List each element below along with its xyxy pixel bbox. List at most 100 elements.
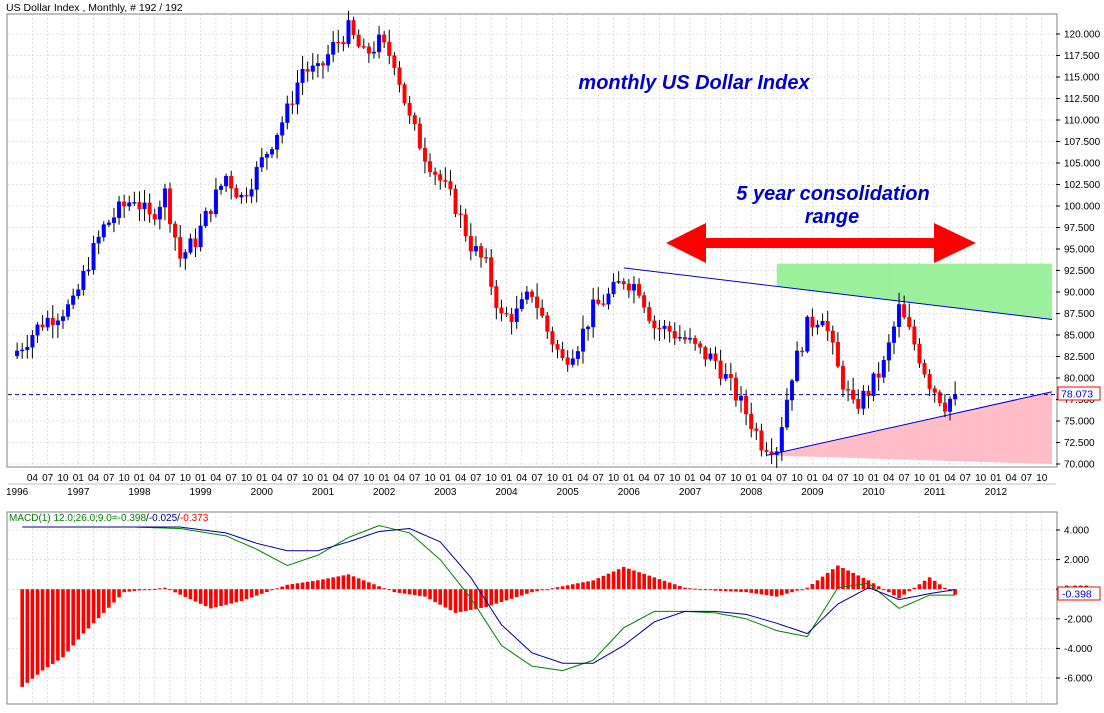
price-y-tick: 117.500 <box>1064 51 1100 62</box>
macd-histogram-bar <box>219 589 223 606</box>
macd-label-sep2: / <box>177 513 180 524</box>
x-year-tick: 2005 <box>557 487 580 498</box>
macd-histogram-bar <box>142 589 147 591</box>
macd-histogram-bar <box>560 586 565 590</box>
macd-histogram-bar <box>71 589 75 646</box>
macd-histogram-bar <box>774 589 779 597</box>
macd-histogram-bar <box>249 589 254 598</box>
x-month-tick: 01 <box>562 473 574 484</box>
candle <box>591 287 596 338</box>
macd-histogram-bar <box>887 589 891 593</box>
macd-histogram-bar <box>341 575 346 590</box>
resistance-zone <box>776 263 1052 320</box>
price-y-tick: 92.500 <box>1064 266 1095 277</box>
macd-histogram-bar <box>565 585 570 590</box>
candle <box>50 305 55 339</box>
macd-histogram-bar <box>66 589 70 652</box>
x-month-tick: 07 <box>960 473 972 484</box>
candle <box>315 54 320 78</box>
x-month-tick: 04 <box>88 473 100 484</box>
macd-histogram-bar <box>509 589 514 599</box>
macd-label: MACD(1) 12.0;26.0;9.0=-0.398/-0.025/-0.3… <box>9 513 209 524</box>
macd-label-sep1: / <box>146 513 149 524</box>
candle <box>871 372 876 402</box>
x-month-tick: 01 <box>195 473 207 484</box>
macd-histogram-bar <box>40 589 45 671</box>
candle <box>693 335 698 351</box>
macd-histogram-bar <box>428 589 432 600</box>
x-month-tick: 04 <box>822 473 834 484</box>
candle <box>132 191 137 206</box>
x-month-tick: 10 <box>608 473 620 484</box>
candle <box>647 301 652 324</box>
macd-histogram-bar <box>101 589 106 613</box>
candle <box>805 315 810 354</box>
price-y-tick: 105.000 <box>1064 159 1101 170</box>
macd-histogram-bar <box>825 572 830 590</box>
candle <box>835 332 840 369</box>
candle <box>586 325 591 341</box>
candle <box>927 369 932 397</box>
macd-histogram-bar <box>407 589 412 595</box>
macd-histogram-bar <box>749 589 754 593</box>
macd-histogram-bar <box>708 589 713 591</box>
candle <box>948 396 953 421</box>
x-month-tick: 07 <box>409 473 421 484</box>
macd-histogram-bar <box>520 589 524 596</box>
macd-histogram-bar <box>723 589 728 592</box>
macd-histogram-bar <box>892 589 896 596</box>
macd-histogram-bar <box>254 589 259 596</box>
candle <box>310 53 315 80</box>
price-y-tick: 82.500 <box>1064 352 1095 363</box>
x-month-tick: 01 <box>73 473 85 484</box>
macd-histogram-bar <box>830 569 835 590</box>
candle <box>504 306 509 318</box>
candle <box>198 213 203 252</box>
candle <box>458 205 463 228</box>
candle <box>764 442 769 457</box>
candle <box>377 25 382 59</box>
x-month-tick: 10 <box>486 473 498 484</box>
macd-histogram-bar <box>718 589 723 591</box>
candle <box>382 31 387 48</box>
macd-histogram-bar <box>484 589 488 607</box>
price-y-tick: 72.500 <box>1064 438 1095 449</box>
macd-histogram-bar <box>356 578 361 590</box>
candle <box>147 193 152 223</box>
price-y-tick: 90.000 <box>1064 288 1095 299</box>
macd-histogram-bar <box>178 589 183 595</box>
candle <box>305 61 310 82</box>
macd-histogram-bar <box>310 581 315 590</box>
macd-histogram-bar <box>469 589 473 610</box>
candle <box>795 341 800 383</box>
x-year-tick: 1999 <box>190 487 213 498</box>
x-month-tick: 10 <box>1036 473 1048 484</box>
macd-histogram-bar <box>953 589 957 595</box>
candle <box>820 313 825 328</box>
macd-histogram-bar <box>805 587 810 590</box>
macd-histogram-bar <box>132 589 137 592</box>
candle <box>244 187 249 203</box>
candle <box>652 315 657 340</box>
candle <box>443 167 448 188</box>
macd-line <box>73 525 956 672</box>
candle <box>876 362 881 391</box>
candle <box>76 283 81 300</box>
x-month-tick: 07 <box>103 473 115 484</box>
candle <box>275 133 280 159</box>
macd-histogram-bar <box>932 580 937 590</box>
x-month-tick: 10 <box>792 473 804 484</box>
macd-histogram-bar <box>224 589 228 605</box>
macd-histogram-bar <box>494 589 499 604</box>
x-month-tick: 01 <box>807 473 819 484</box>
macd-histogram-bar <box>698 589 703 591</box>
price-y-axis: 120.000 117.500 115.000 112.500 110.000 107.5… <box>1056 30 1101 471</box>
x-month-tick: 01 <box>440 473 452 484</box>
price-y-tick: 100.000 <box>1064 202 1101 213</box>
macd-histogram-bar <box>234 589 239 603</box>
macd-histogram-bar <box>902 589 906 595</box>
macd-histogram-bar <box>137 589 142 591</box>
x-month-tick: 01 <box>134 473 146 484</box>
candle <box>326 44 331 72</box>
